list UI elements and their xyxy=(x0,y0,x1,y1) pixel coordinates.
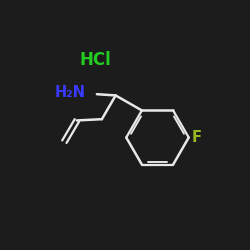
Text: HCl: HCl xyxy=(79,51,111,69)
Text: H₂N: H₂N xyxy=(54,86,86,100)
Text: F: F xyxy=(192,130,202,145)
